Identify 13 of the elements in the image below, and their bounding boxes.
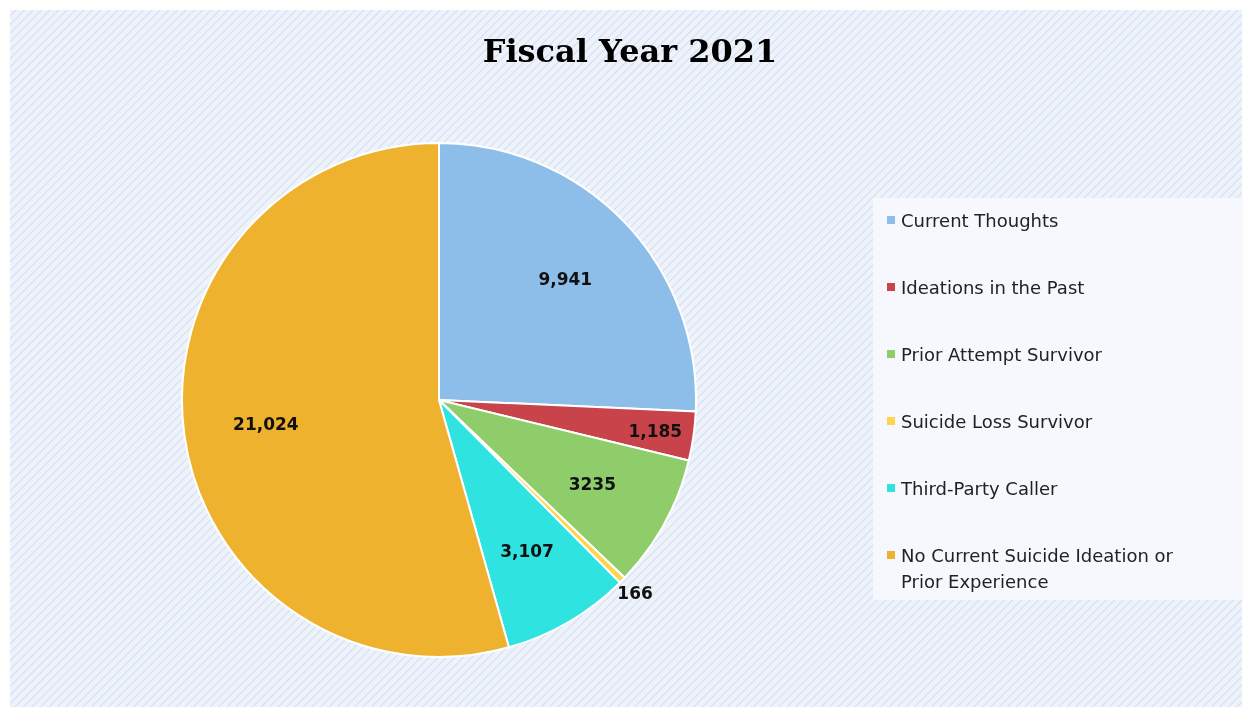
legend-label: Prior Attempt Survivor <box>901 343 1103 365</box>
legend-label: Current Thoughts <box>901 209 1059 231</box>
data-label: 21,024 <box>233 414 299 434</box>
data-label: 1,185 <box>628 420 683 441</box>
data-label: 9,941 <box>538 269 593 290</box>
data-label: 3235 <box>568 473 616 494</box>
legend-label: Third-Party Caller <box>900 477 1058 499</box>
legend-label: Suicide Loss Survivor <box>901 410 1093 432</box>
data-label: 166 <box>617 582 653 603</box>
chart-title: Fiscal Year 2021 <box>482 32 778 70</box>
data-label: 3,107 <box>500 540 554 561</box>
legend-label: No Current Suicide Ideation or Prior Experience <box>901 544 1174 592</box>
legend-label: Ideations in the Past <box>901 276 1085 298</box>
